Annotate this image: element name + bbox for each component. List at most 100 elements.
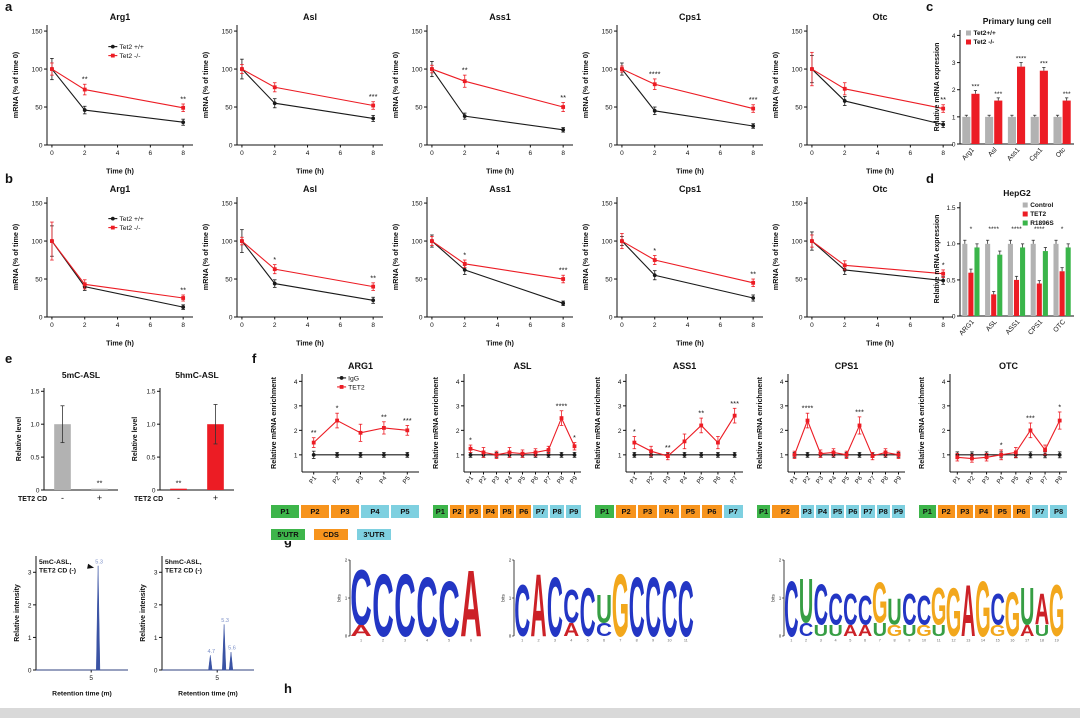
svg-text:Time (h): Time (h) <box>106 339 134 348</box>
svg-text:3: 3 <box>952 60 956 67</box>
svg-text:0: 0 <box>240 322 244 329</box>
svg-text:Cps1: Cps1 <box>679 12 701 22</box>
svg-text:4: 4 <box>426 639 428 643</box>
svg-text:Relative mRNA enrichment: Relative mRNA enrichment <box>269 376 278 469</box>
svg-text:P8: P8 <box>1054 475 1065 486</box>
svg-text:Tet2 -/-: Tet2 -/- <box>119 53 140 60</box>
svg-text:P9: P9 <box>893 475 904 486</box>
probe-segment-cds: P3 <box>465 504 483 519</box>
svg-text:6: 6 <box>719 322 723 329</box>
svg-text:mRNA (% of time 0): mRNA (% of time 0) <box>11 223 20 290</box>
svg-text:3: 3 <box>294 403 298 410</box>
svg-text:***: *** <box>730 399 739 408</box>
svg-text:**: ** <box>381 412 387 421</box>
svg-text:50: 50 <box>415 104 423 111</box>
svg-text:0: 0 <box>799 314 803 321</box>
chart-a-ass1: 0 50 100 150 0 2 4 6 8 Ass1 mRNA (% of time 0) Time… <box>390 8 580 176</box>
svg-text:1: 1 <box>28 635 32 642</box>
svg-text:G: G <box>1049 570 1065 648</box>
svg-text:C: C <box>547 561 563 648</box>
svg-text:P7: P7 <box>867 475 878 486</box>
svg-text:C: C <box>394 557 416 648</box>
svg-text:8: 8 <box>561 322 565 329</box>
svg-text:C: C <box>350 554 372 642</box>
svg-text:A: A <box>843 622 857 640</box>
svg-text:Relative level: Relative level <box>132 417 139 461</box>
svg-text:C: C <box>514 570 530 648</box>
svg-text:2: 2 <box>83 322 87 329</box>
svg-text:0.5: 0.5 <box>30 454 39 461</box>
svg-text:P4: P4 <box>504 475 515 486</box>
svg-text:P5: P5 <box>517 475 528 486</box>
svg-text:C: C <box>784 566 798 648</box>
panel-label-h: h <box>284 681 292 696</box>
svg-text:CPS1: CPS1 <box>1027 318 1044 336</box>
svg-text:11: 11 <box>937 639 941 643</box>
svg-text:1.5: 1.5 <box>30 389 39 396</box>
svg-text:Asl: Asl <box>303 12 317 22</box>
svg-text:2: 2 <box>273 150 277 157</box>
svg-text:**: ** <box>97 479 103 488</box>
probe-segment-cds: P5 <box>993 504 1012 519</box>
svg-text:8: 8 <box>371 150 375 157</box>
svg-text:2: 2 <box>294 428 298 435</box>
svg-text:0: 0 <box>799 142 803 149</box>
probe-segment-cds: P4 <box>974 504 993 519</box>
svg-text:0: 0 <box>419 142 423 149</box>
svg-text:50: 50 <box>795 104 803 111</box>
svg-text:1: 1 <box>154 635 158 642</box>
svg-text:***: *** <box>403 416 412 425</box>
svg-text:6: 6 <box>339 322 343 329</box>
svg-text:U: U <box>873 621 887 641</box>
svg-text:C: C <box>596 621 612 641</box>
svg-text:A: A <box>1035 586 1049 635</box>
svg-text:4: 4 <box>306 150 310 157</box>
svg-text:Relative mRNA enrichment: Relative mRNA enrichment <box>593 376 602 469</box>
svg-text:CPS1: CPS1 <box>835 361 859 371</box>
svg-text:2: 2 <box>509 558 512 563</box>
probe-segment-utr3: P8 <box>548 504 566 519</box>
svg-text:0: 0 <box>430 150 434 157</box>
svg-text:Cps1: Cps1 <box>1028 146 1044 163</box>
svg-text:Time (h): Time (h) <box>866 339 894 348</box>
svg-text:0: 0 <box>620 150 624 157</box>
svg-text:1: 1 <box>509 596 512 601</box>
svg-text:6: 6 <box>470 639 472 643</box>
chart-f-asl: 1 2 3 4 P1 P2 P3 P4 P5 P6 P7 P8 P9 ASL Relative mRNA e… <box>430 360 588 500</box>
svg-text:Tet2 -/-: Tet2 -/- <box>974 39 995 46</box>
svg-text:0: 0 <box>39 314 43 321</box>
svg-text:G: G <box>931 578 947 636</box>
svg-text:TET2 CD: TET2 CD <box>134 496 163 503</box>
svg-text:4: 4 <box>496 322 500 329</box>
svg-text:100: 100 <box>32 66 43 73</box>
probe-segment-utr5: P1 <box>270 504 300 519</box>
svg-text:P4: P4 <box>996 475 1007 486</box>
svg-text:3: 3 <box>154 570 158 577</box>
svg-text:*: * <box>469 436 472 445</box>
svg-text:2: 2 <box>345 558 348 563</box>
svg-text:P4: P4 <box>378 475 389 486</box>
svg-text:P1: P1 <box>629 475 640 486</box>
segbar-arg1: P1 P2 P3 P4 P5 <box>270 504 420 519</box>
svg-text:100: 100 <box>602 238 613 245</box>
svg-text:*: * <box>1000 440 1003 449</box>
probe-segment-cds: P2 <box>771 504 800 519</box>
svg-text:12: 12 <box>951 639 955 643</box>
svg-text:4: 4 <box>876 150 880 157</box>
svg-text:P3: P3 <box>815 475 826 486</box>
svg-text:P3: P3 <box>491 475 502 486</box>
probe-segment-utr3: P3 <box>799 504 815 519</box>
svg-text:***: *** <box>1040 60 1048 67</box>
svg-text:15: 15 <box>996 639 1000 643</box>
svg-text:50: 50 <box>225 104 233 111</box>
svg-text:3: 3 <box>404 639 406 643</box>
svg-text:100: 100 <box>222 66 233 73</box>
svg-text:TET2 CD: TET2 CD <box>18 496 47 503</box>
svg-text:3: 3 <box>820 639 822 643</box>
svg-text:G: G <box>887 622 903 640</box>
svg-text:G: G <box>975 566 991 648</box>
chart-f-arg1: 1 2 3 4 P1 P2 P3 P4 P5 ARG1 Relative mRNA enrichme… <box>268 360 426 500</box>
svg-text:P5: P5 <box>402 475 413 486</box>
probe-segment-cds: P2 <box>448 504 466 519</box>
svg-text:100: 100 <box>412 238 423 245</box>
